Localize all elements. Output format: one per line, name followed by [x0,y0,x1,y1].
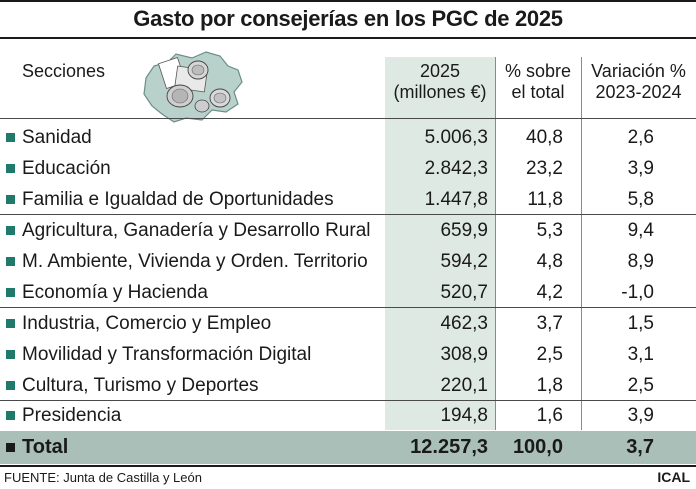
header-share: % sobre el total [495,61,581,103]
header-amount-line2: (millones €) [393,82,487,102]
bullet-icon [6,133,15,142]
group-divider-3 [0,400,696,401]
total-amount: 12.257,3 [410,436,488,458]
bullet-icon [6,319,15,328]
header-variation-line1: Variación % [591,61,686,81]
row-variation: 8,9 [627,251,654,272]
row-amount: 462,3 [440,313,488,334]
row-variation: 1,5 [627,313,654,334]
bullet-icon [6,350,15,359]
row-share: 5,3 [536,220,563,241]
credit-logo: ICAL [657,469,690,485]
row-name: Cultura, Turismo y Deportes [22,375,259,396]
bullet-icon [6,195,15,204]
row-share: 1,8 [536,375,563,396]
table-row: M. Ambiente, Vivienda y Orden. Territori… [0,246,696,277]
header-sections: Secciones [22,61,106,81]
title-underline [0,37,696,39]
row-amount: 194,8 [440,405,488,426]
header-share-line2: el total [511,82,565,102]
row-share: 1,6 [536,405,563,426]
bullet-icon [6,411,15,420]
total-variation: 3,7 [626,436,654,458]
table-row: Familia e Igualdad de Oportunidades 1.44… [0,184,696,215]
row-share: 4,2 [536,282,563,303]
row-name: Familia e Igualdad de Oportunidades [22,189,334,210]
row-name: Movilidad y Transformación Digital [22,344,312,365]
row-name: Presidencia [22,405,122,426]
group-divider-2 [0,307,696,308]
row-name: Industria, Comercio y Empleo [22,313,272,334]
total-label: Total [22,436,69,458]
row-amount: 220,1 [440,375,488,396]
header-share-line1: % sobre [504,61,572,81]
row-name: Educación [22,158,111,179]
row-amount: 5.006,3 [424,127,488,148]
amount-column-highlight [385,57,495,430]
row-amount: 594,2 [440,251,488,272]
bullet-icon [6,443,15,452]
row-share: 2,5 [536,344,563,365]
row-amount: 2.842,3 [424,158,488,179]
header-amount-line1: 2025 [419,61,461,81]
row-variation: -1,0 [621,282,654,303]
top-rule [0,0,696,2]
row-variation: 3,9 [627,405,654,426]
source-note: FUENTE: Junta de Castilla y León [4,470,202,485]
row-share: 4,8 [536,251,563,272]
bullet-icon [6,164,15,173]
row-variation: 2,5 [627,375,654,396]
header-variation: Variación % 2023-2024 [581,61,696,103]
row-share: 23,2 [526,158,563,179]
row-amount: 520,7 [440,282,488,303]
row-variation: 5,8 [627,189,654,210]
row-share: 3,7 [536,313,563,334]
row-amount: 659,9 [440,220,488,241]
header-divider [0,118,696,119]
column-divider-3 [581,57,582,430]
header-amount: 2025 (millones €) [385,61,495,103]
table-row: Educación 2.842,3 23,2 3,9 [0,153,696,184]
row-name: Economía y Hacienda [22,282,208,303]
row-variation: 3,1 [627,344,654,365]
row-name: M. Ambiente, Vivienda y Orden. Territori… [22,251,368,272]
bullet-icon [6,226,15,235]
row-share: 40,8 [526,127,563,148]
row-variation: 2,6 [627,127,654,148]
castilla-leon-map-coins-icon [143,51,243,123]
table-row: Economía y Hacienda 520,7 4,2 -1,0 [0,277,696,308]
table-row: Presidencia 194,8 1,6 3,9 [0,400,696,431]
row-amount: 308,9 [440,344,488,365]
total-share: 100,0 [512,436,563,458]
row-amount: 1.447,8 [424,189,488,210]
table-row: Agricultura, Ganadería y Desarrollo Rura… [0,215,696,246]
row-share: 11,8 [527,189,563,210]
table-row: Industria, Comercio y Empleo 462,3 3,7 1… [0,308,696,339]
bullet-icon [6,381,15,390]
row-variation: 9,4 [627,220,654,241]
table-row: Cultura, Turismo y Deportes 220,1 1,8 2,… [0,370,696,401]
header-variation-line2: 2023-2024 [595,82,682,102]
bullet-icon [6,288,15,297]
row-name: Sanidad [22,127,92,148]
page-title: Gasto por consejerías en los PGC de 2025 [133,6,563,31]
row-variation: 3,9 [627,158,654,179]
total-row: Total 12.257,3 100,0 3,7 [0,431,696,464]
table-row: Sanidad 5.006,3 40,8 2,6 [0,122,696,153]
table-row: Movilidad y Transformación Digital 308,9… [0,339,696,370]
bullet-icon [6,257,15,266]
bottom-rule [0,465,696,467]
row-name: Agricultura, Ganadería y Desarrollo Rura… [22,220,371,241]
group-divider-1 [0,214,696,215]
column-divider-2 [495,57,496,430]
